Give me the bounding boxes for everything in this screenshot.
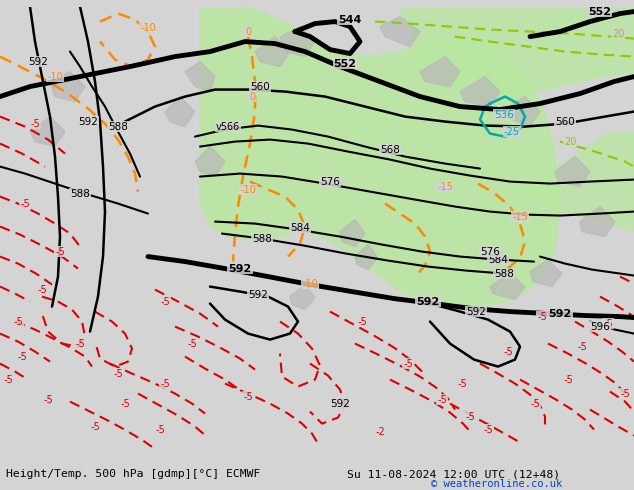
- Text: 592: 592: [28, 56, 48, 67]
- Text: 560: 560: [250, 81, 270, 92]
- Text: -10: -10: [302, 279, 318, 289]
- Polygon shape: [500, 97, 540, 126]
- Text: -10: -10: [47, 72, 63, 81]
- Polygon shape: [530, 260, 562, 287]
- Text: -5: -5: [537, 312, 547, 321]
- Text: v566: v566: [216, 122, 240, 132]
- Text: -5: -5: [243, 392, 253, 402]
- Text: 588: 588: [252, 234, 272, 244]
- Polygon shape: [580, 207, 615, 237]
- Text: -5: -5: [603, 318, 613, 329]
- Polygon shape: [340, 220, 365, 246]
- Text: 596: 596: [590, 321, 610, 332]
- Text: -5: -5: [3, 374, 13, 385]
- Polygon shape: [420, 56, 460, 87]
- Text: -2: -2: [375, 427, 385, 437]
- Text: -5: -5: [37, 285, 47, 294]
- Text: -5: -5: [90, 421, 100, 432]
- Text: -5: -5: [620, 389, 630, 398]
- Text: 592: 592: [548, 309, 572, 318]
- Text: -5: -5: [457, 379, 467, 389]
- Text: © weatheronline.co.uk: © weatheronline.co.uk: [431, 479, 562, 489]
- Text: 592: 592: [330, 398, 350, 409]
- Text: 592: 592: [78, 117, 98, 126]
- Text: -15: -15: [437, 182, 453, 192]
- Text: 0: 0: [245, 26, 251, 37]
- Text: -5: -5: [503, 346, 513, 357]
- Text: -5: -5: [30, 119, 40, 128]
- Text: -10: -10: [240, 185, 256, 195]
- Text: 552: 552: [588, 6, 612, 17]
- Text: 544: 544: [339, 15, 361, 24]
- Text: -25: -25: [504, 126, 520, 137]
- Text: -5: -5: [43, 394, 53, 405]
- Text: -5: -5: [75, 339, 85, 348]
- Text: 576: 576: [480, 246, 500, 257]
- Text: 584: 584: [290, 222, 310, 233]
- Polygon shape: [165, 97, 195, 126]
- Polygon shape: [185, 62, 215, 92]
- Polygon shape: [555, 157, 590, 187]
- Text: 592: 592: [228, 264, 252, 273]
- Text: 588: 588: [70, 189, 90, 198]
- Polygon shape: [50, 72, 85, 101]
- Text: 536: 536: [494, 110, 514, 120]
- Text: 576: 576: [320, 176, 340, 187]
- Text: 592: 592: [417, 296, 439, 307]
- Text: -10: -10: [140, 23, 156, 32]
- Text: -5: -5: [437, 394, 447, 405]
- Polygon shape: [255, 37, 290, 67]
- Text: -5: -5: [160, 379, 170, 389]
- Text: 592: 592: [466, 307, 486, 317]
- Text: 0: 0: [249, 92, 255, 101]
- Text: Height/Temp. 500 hPa [gdmp][°C] ECMWF: Height/Temp. 500 hPa [gdmp][°C] ECMWF: [6, 469, 261, 479]
- Text: -5: -5: [13, 317, 23, 326]
- Polygon shape: [400, 6, 634, 97]
- Polygon shape: [355, 245, 378, 270]
- Text: -5: -5: [187, 339, 197, 348]
- Text: -5: -5: [530, 398, 540, 409]
- Text: 588: 588: [108, 122, 128, 132]
- Text: 588: 588: [494, 269, 514, 279]
- Text: 592: 592: [248, 290, 268, 299]
- Text: -5: -5: [113, 368, 123, 379]
- Text: 568: 568: [380, 145, 400, 154]
- Text: Su 11-08-2024 12:00 UTC (12+48): Su 11-08-2024 12:00 UTC (12+48): [347, 469, 560, 479]
- Text: -5: -5: [403, 359, 413, 368]
- Polygon shape: [280, 26, 315, 56]
- Polygon shape: [380, 17, 420, 47]
- Text: -15: -15: [512, 212, 528, 221]
- Text: -5: -5: [155, 424, 165, 435]
- Text: -5: -5: [577, 342, 587, 352]
- Text: -5: -5: [357, 317, 367, 326]
- Text: -5: -5: [563, 374, 573, 385]
- Text: -5: -5: [465, 412, 475, 421]
- Text: 20: 20: [612, 28, 624, 39]
- Text: -5: -5: [483, 424, 493, 435]
- Polygon shape: [490, 273, 525, 299]
- Text: 552: 552: [333, 59, 356, 69]
- Text: 20: 20: [564, 137, 576, 147]
- Polygon shape: [195, 147, 225, 176]
- Text: -5: -5: [55, 246, 65, 257]
- Text: 560: 560: [555, 117, 575, 126]
- Polygon shape: [200, 6, 560, 307]
- Text: 584: 584: [488, 255, 508, 265]
- Polygon shape: [520, 132, 634, 232]
- Text: -5: -5: [120, 398, 130, 409]
- Text: -5: -5: [17, 352, 27, 362]
- Text: -5: -5: [160, 296, 170, 307]
- Polygon shape: [30, 117, 65, 147]
- Polygon shape: [290, 285, 315, 310]
- Polygon shape: [460, 76, 500, 106]
- Text: -5: -5: [20, 198, 30, 209]
